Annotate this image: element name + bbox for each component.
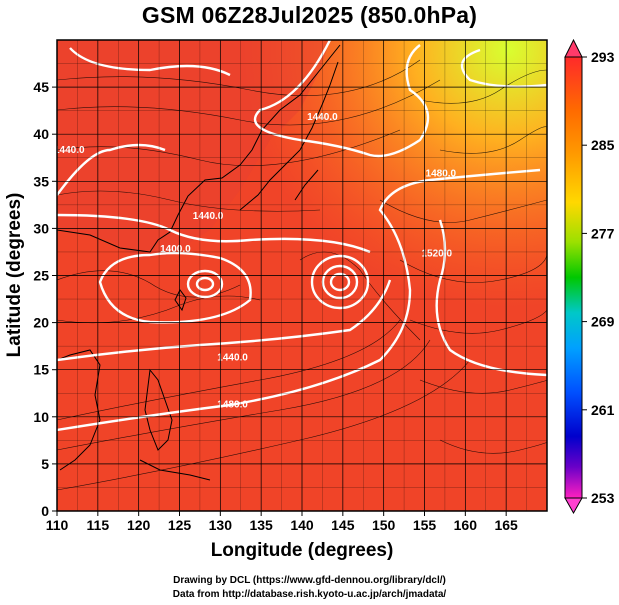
colorbar-tick-label: 277 — [591, 225, 615, 241]
contour-label: 1480.0 — [426, 169, 457, 180]
x-tick-label: 160 — [454, 517, 478, 533]
x-tick-label: 120 — [127, 517, 151, 533]
contour-label: 1400.0 — [160, 244, 191, 255]
x-tick-label: 155 — [413, 517, 437, 533]
colorbar-tick-label: 261 — [591, 402, 615, 418]
y-tick-label: 5 — [41, 456, 49, 472]
x-tick-label: 135 — [249, 517, 273, 533]
contour-label: 1440.0 — [307, 112, 338, 123]
x-axis-title: Longitude (degrees) — [211, 540, 394, 561]
x-tick-label: 150 — [372, 517, 396, 533]
y-tick-label: 10 — [33, 409, 49, 425]
y-tick-label: 30 — [33, 220, 49, 236]
y-tick-label: 20 — [33, 315, 49, 331]
colorbar-ticks: 293 285 277 269 261 253 — [582, 49, 615, 506]
colorbar-tick-label: 269 — [591, 314, 615, 330]
colorbar: 293 285 277 269 261 253 — [564, 38, 615, 515]
y-tick-label: 0 — [41, 503, 49, 519]
contour-label: 1440.0 — [193, 211, 224, 222]
y-tick-label: 35 — [33, 173, 49, 189]
y-tick-label: 15 — [33, 362, 49, 378]
contour-label: 1520.0 — [421, 249, 452, 260]
contour-label: 1480.0 — [217, 399, 248, 410]
colorbar-top-arrow — [564, 38, 583, 58]
contour-label: 1440.0 — [54, 145, 85, 156]
colorbar-gradient — [564, 56, 583, 499]
map-title: GSM 06Z28Jul2025 (850.0hPa) — [141, 2, 478, 28]
map-grid — [56, 39, 548, 512]
colorbar-bottom-arrow — [564, 497, 583, 515]
x-tick-label: 165 — [494, 517, 518, 533]
y-axis: 0 5 10 15 20 25 30 35 40 45 — [33, 79, 57, 519]
x-tick-label: 115 — [87, 517, 110, 533]
x-tick-label: 140 — [290, 517, 314, 533]
colorbar-tick-label: 253 — [591, 490, 615, 506]
coastline-indochina — [57, 349, 101, 471]
coastline-japan — [239, 61, 339, 211]
x-tick-label: 145 — [331, 517, 355, 533]
y-tick-label: 45 — [33, 79, 49, 95]
y-tick-label: 40 — [33, 126, 49, 142]
colorbar-tick-label: 285 — [591, 137, 615, 153]
y-tick-label: 25 — [33, 268, 49, 284]
x-axis: 110 115 120 125 130 135 140 145 150 155 160 165 — [46, 511, 518, 533]
contour-labels: 1440.0 1440.0 1440.0 1480.0 1400.0 1520.0 1440… — [54, 112, 457, 410]
streamlines — [57, 59, 547, 491]
y-axis-title: Latitude (degrees) — [4, 193, 25, 358]
x-tick-label: 125 — [168, 517, 192, 533]
height-contours — [57, 40, 547, 432]
contour-label: 1440.0 — [217, 352, 248, 363]
colorbar-tick-label: 293 — [591, 49, 615, 65]
credit-data-source: Data from http://database.rish.kyoto-u.a… — [172, 589, 447, 600]
x-tick-label: 110 — [46, 517, 69, 533]
x-tick-label: 130 — [209, 517, 233, 533]
credit-drawing: Drawing by DCL (https://www.gfd-dennou.o… — [173, 575, 446, 586]
coastline-asia — [57, 44, 341, 253]
